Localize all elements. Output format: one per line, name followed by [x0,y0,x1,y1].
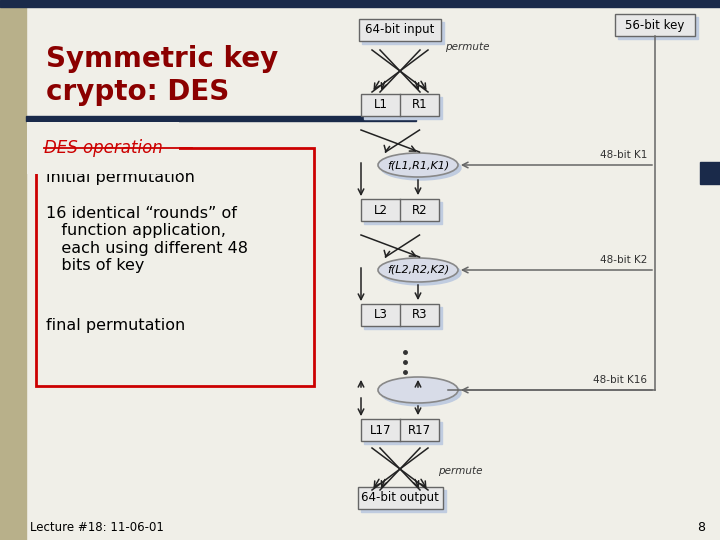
Bar [615,14,695,36]
Bar [364,97,442,119]
Text: Symmetric key
crypto: DES: Symmetric key crypto: DES [46,45,278,106]
Text: f(L2,R2,K2): f(L2,R2,K2) [387,265,449,275]
Bar [362,22,444,44]
Text: 8: 8 [697,521,705,534]
Bar [364,422,442,444]
Ellipse shape [378,153,458,177]
Text: f(L1,R1,K1): f(L1,R1,K1) [387,160,449,170]
Text: L17: L17 [370,423,391,436]
Text: R2: R2 [412,204,427,217]
Bar [618,17,698,39]
Text: R17: R17 [408,423,431,436]
Ellipse shape [381,380,461,406]
Text: R3: R3 [412,308,427,321]
Bar [358,487,443,509]
Text: Lecture #18: 11-06-01: Lecture #18: 11-06-01 [30,521,164,534]
Text: permute: permute [445,42,490,52]
Text: 56-bit key: 56-bit key [625,18,685,31]
Text: final permutation: final permutation [46,318,185,333]
Bar [361,304,439,326]
Ellipse shape [378,258,458,282]
Text: initial permutation: initial permutation [46,170,195,185]
Bar [26,116,416,121]
Text: DES operation: DES operation [44,139,163,157]
Bar [361,490,446,512]
Bar [359,19,441,41]
Bar [364,202,442,224]
Text: R1: R1 [412,98,427,111]
Bar [361,94,439,116]
Text: 48-bit K2: 48-bit K2 [600,255,647,265]
Text: 64-bit input: 64-bit input [365,24,435,37]
Bar [361,199,439,221]
Bar [0,0,720,7]
Text: L2: L2 [374,204,387,217]
Text: L3: L3 [374,308,387,321]
Bar [36,148,314,386]
Bar [364,307,442,329]
Text: permute: permute [438,466,482,476]
Text: 48-bit K16: 48-bit K16 [593,375,647,385]
Bar [0,0,26,540]
Ellipse shape [378,377,458,403]
Text: 64-bit output: 64-bit output [361,491,439,504]
Text: L1: L1 [374,98,387,111]
Bar [700,162,720,184]
Ellipse shape [381,261,461,285]
Ellipse shape [381,156,461,180]
Text: 16 identical “rounds” of
   function application,
   each using different 48
   : 16 identical “rounds” of function applic… [46,206,248,273]
Bar [361,419,439,441]
Text: 48-bit K1: 48-bit K1 [600,150,647,160]
